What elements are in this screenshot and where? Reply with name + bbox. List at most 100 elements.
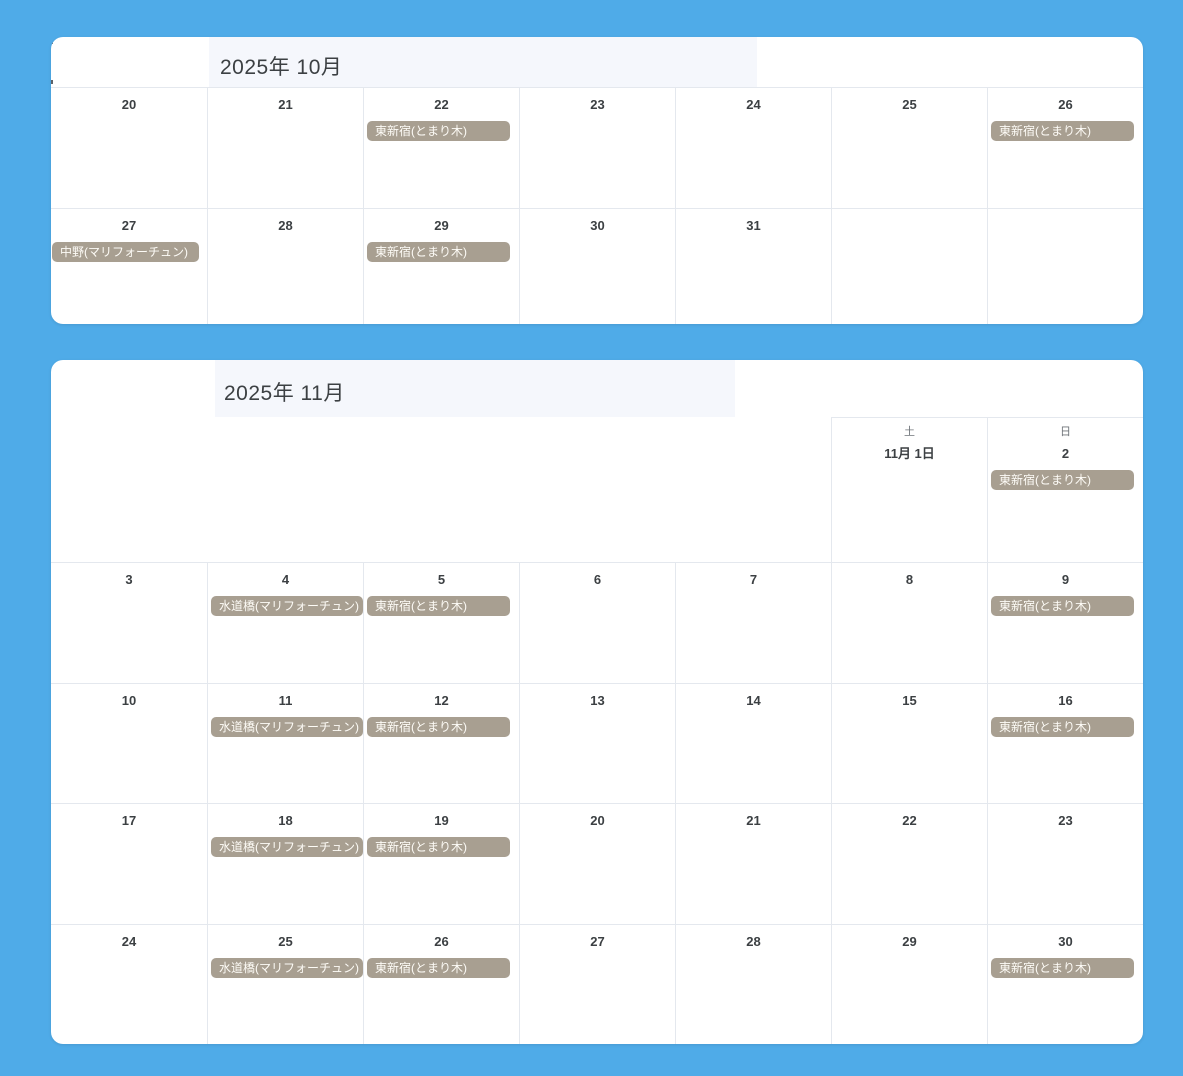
day-cell-oct-20[interactable]: 20 <box>51 87 207 208</box>
day-cell-nov-25[interactable]: 25 水道橋(マリフォーチュン) <box>207 923 363 1044</box>
day-cell-nov-30[interactable]: 30 東新宿(とまり木) <box>987 923 1143 1044</box>
event-pill[interactable]: 東新宿(とまり木) <box>367 121 510 141</box>
event-pill[interactable]: 東新宿(とまり木) <box>991 121 1134 141</box>
event-pill[interactable]: 東新宿(とまり木) <box>367 596 510 616</box>
day-cell-oct-24[interactable]: 24 <box>675 87 831 208</box>
date-label: 18 <box>278 813 293 828</box>
month-header-october: 2025年 10月 <box>51 37 1143 87</box>
day-cell-nov-29[interactable]: 29 <box>831 923 987 1044</box>
date-label: 22 <box>902 813 917 828</box>
day-cell-oct-23[interactable]: 23 <box>519 87 675 208</box>
day-cell-oct-25[interactable]: 25 <box>831 87 987 208</box>
day-cell-nov-7[interactable]: 7 <box>675 562 831 683</box>
day-cell-oct-31[interactable]: 31 <box>675 208 831 324</box>
event-pill[interactable]: 東新宿(とまり木) <box>991 957 1134 978</box>
date-label: 29 <box>902 933 917 949</box>
date-label: 2 <box>1061 446 1070 461</box>
date-label: 25 <box>902 97 917 112</box>
day-cell-nov-16[interactable]: 16 東新宿(とまり木) <box>987 682 1143 803</box>
date-label: 26 <box>1058 97 1073 112</box>
date-label: 27 <box>590 933 605 949</box>
empty-area <box>675 417 831 562</box>
day-cell-nov-19[interactable]: 19 東新宿(とまり木) <box>363 803 519 924</box>
month-title: 2025年 11月 <box>224 382 345 405</box>
date-label: 11 <box>278 692 293 708</box>
event-pill[interactable]: 東新宿(とまり木) <box>991 470 1134 490</box>
day-cell-nov-6[interactable]: 6 <box>519 562 675 683</box>
week-row-first: 土 11月 1日 日 2 東新宿(とまり木) <box>51 417 1143 562</box>
week-row: 27 中野(マリフォーチュン) 28 29 東新宿(とまり木) 30 31 <box>51 208 1143 324</box>
date-label: 21 <box>746 813 761 828</box>
day-cell-nov-5[interactable]: 5 東新宿(とまり木) <box>363 562 519 683</box>
day-cell-oct-29[interactable]: 29 東新宿(とまり木) <box>363 208 519 324</box>
empty-area <box>363 417 519 562</box>
day-cell-nov-4[interactable]: 4 水道橋(マリフォーチュン) <box>207 562 363 683</box>
day-cell-nov-18[interactable]: 18 水道橋(マリフォーチュン) <box>207 803 363 924</box>
day-cell-nov-22[interactable]: 22 <box>831 803 987 924</box>
empty-area <box>519 417 675 562</box>
event-pill[interactable]: 水道橋(マリフォーチュン) <box>211 837 363 857</box>
day-cell-nov-8[interactable]: 8 <box>831 562 987 683</box>
event-pill[interactable]: 東新宿(とまり木) <box>991 596 1134 616</box>
date-label: 11月 1日 <box>884 446 935 461</box>
date-label: 7 <box>749 572 758 587</box>
event-pill[interactable]: 東新宿(とまり木) <box>367 837 510 857</box>
event-pill[interactable]: 東新宿(とまり木) <box>367 957 510 978</box>
event-pill[interactable]: 水道橋(マリフォーチュン) <box>211 716 363 737</box>
day-cell-nov-20[interactable]: 20 <box>519 803 675 924</box>
date-label: 26 <box>434 933 449 949</box>
day-cell-nov-3[interactable]: 3 <box>51 562 207 683</box>
day-cell-nov-17[interactable]: 17 <box>51 803 207 924</box>
date-label: 5 <box>437 572 446 587</box>
date-label: 12 <box>434 692 449 708</box>
day-cell-nov-12[interactable]: 12 東新宿(とまり木) <box>363 682 519 803</box>
day-cell-oct-28[interactable]: 28 <box>207 208 363 324</box>
week-row: 10 11 水道橋(マリフォーチュン) 12 東新宿(とまり木) 13 14 15 … <box>51 682 1143 804</box>
screen-artifact <box>51 80 53 84</box>
empty-day-cell <box>831 208 987 324</box>
day-cell-nov-15[interactable]: 15 <box>831 682 987 803</box>
event-pill[interactable]: 東新宿(とまり木) <box>367 716 510 737</box>
day-cell-nov-13[interactable]: 13 <box>519 682 675 803</box>
date-label: 23 <box>590 97 605 112</box>
day-cell-oct-26[interactable]: 26 東新宿(とまり木) <box>987 87 1143 208</box>
date-label: 22 <box>434 97 449 112</box>
day-cell-oct-22[interactable]: 22 東新宿(とまり木) <box>363 87 519 208</box>
day-cell-nov-24[interactable]: 24 <box>51 923 207 1045</box>
weekday-label: 土 <box>904 426 915 438</box>
day-cell-nov-9[interactable]: 9 東新宿(とまり木) <box>987 562 1143 683</box>
day-cell-nov-28[interactable]: 28 <box>675 923 831 1044</box>
date-label: 10 <box>121 692 137 708</box>
day-cell-nov-23[interactable]: 23 <box>987 803 1143 924</box>
empty-day-cell <box>987 208 1143 324</box>
day-cell-nov-10[interactable]: 10 <box>51 682 207 804</box>
day-cell-nov-27[interactable]: 27 <box>519 923 675 1044</box>
day-cell-nov-1[interactable]: 土 11月 1日 <box>831 417 987 562</box>
day-cell-oct-21[interactable]: 21 <box>207 87 363 208</box>
date-label: 13 <box>590 692 605 708</box>
calendar-card-october: 2025年 10月 20 21 22 東新宿(とまり木) 23 24 25 26 東… <box>51 37 1143 324</box>
date-label: 20 <box>590 813 605 828</box>
date-label: 23 <box>1058 813 1073 828</box>
event-pill[interactable]: 東新宿(とまり木) <box>367 242 510 262</box>
event-pill[interactable]: 中野(マリフォーチュン) <box>52 242 199 262</box>
day-cell-nov-2[interactable]: 日 2 東新宿(とまり木) <box>987 417 1143 562</box>
date-label: 6 <box>593 572 602 587</box>
date-label: 3 <box>125 572 133 587</box>
date-label: 27 <box>121 218 137 233</box>
date-label: 25 <box>278 933 293 949</box>
day-cell-oct-30[interactable]: 30 <box>519 208 675 324</box>
day-cell-oct-27[interactable]: 27 中野(マリフォーチュン) <box>51 208 207 324</box>
day-cell-nov-26[interactable]: 26 東新宿(とまり木) <box>363 923 519 1044</box>
calendar-card-november: 2025年 11月 土 11月 1日 日 2 東新宿(とまり木) 3 4 水道橋(… <box>51 360 1143 1044</box>
day-cell-nov-11[interactable]: 11 水道橋(マリフォーチュン) <box>207 682 363 803</box>
event-pill[interactable]: 水道橋(マリフォーチュン) <box>211 596 363 616</box>
header-highlight-band <box>215 360 735 417</box>
date-label: 14 <box>746 692 761 708</box>
event-pill[interactable]: 東新宿(とまり木) <box>991 716 1134 737</box>
day-cell-nov-14[interactable]: 14 <box>675 682 831 803</box>
event-pill[interactable]: 水道橋(マリフォーチュン) <box>211 957 363 978</box>
date-label: 28 <box>278 218 293 233</box>
date-label: 19 <box>434 813 449 828</box>
day-cell-nov-21[interactable]: 21 <box>675 803 831 924</box>
